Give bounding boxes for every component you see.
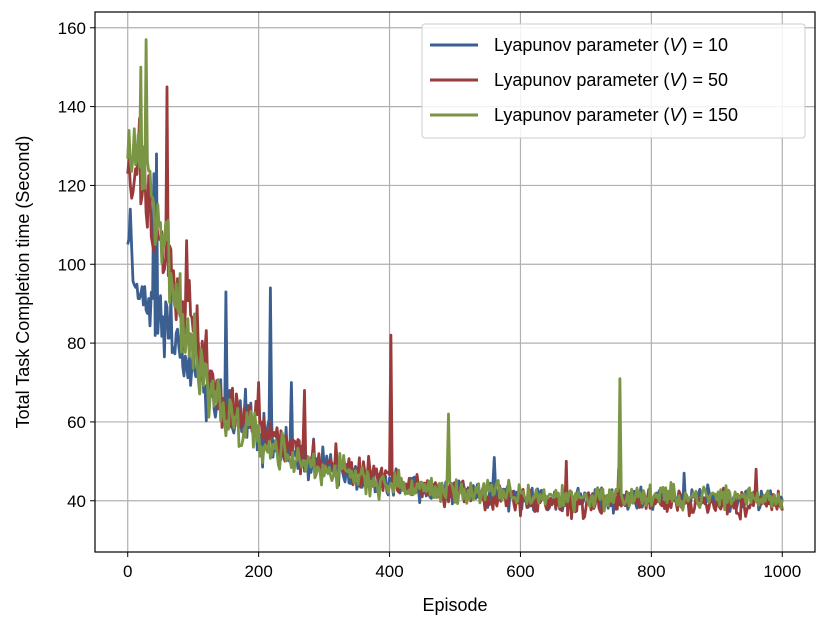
x-tick-label: 0: [123, 562, 132, 581]
x-tick-label: 200: [244, 562, 272, 581]
x-tick-label: 1000: [763, 562, 801, 581]
series-line-1: [126, 152, 784, 515]
y-tick-label: 160: [58, 19, 86, 38]
x-axis-ticks: 0 200 400 600 800 1000: [123, 552, 801, 581]
y-tick-label: 80: [67, 334, 86, 353]
legend: Lyapunov parameter (V) = 10 Lyapunov para…: [421, 23, 806, 139]
y-axis-label: Total Task Completion time (Second): [13, 136, 33, 429]
legend-label-1: Lyapunov parameter (V) = 10: [494, 35, 728, 55]
series-lines: [126, 38, 784, 521]
y-tick-label: 120: [58, 176, 86, 195]
x-tick-label: 600: [506, 562, 534, 581]
y-axis-ticks: 40 60 80 100 120 140 160: [58, 19, 95, 511]
y-tick-label: 60: [67, 413, 86, 432]
x-tick-label: 400: [375, 562, 403, 581]
plot-frame: [94, 11, 816, 553]
x-axis-label: Episode: [422, 595, 487, 615]
series-line-3: [126, 38, 784, 514]
y-tick-label: 100: [58, 255, 86, 274]
legend-box: [421, 23, 806, 139]
legend-label-3: Lyapunov parameter (V) = 150: [494, 105, 738, 125]
y-tick-label: 40: [67, 492, 86, 511]
legend-label-2: Lyapunov parameter (V) = 50: [494, 70, 728, 90]
y-tick-label: 140: [58, 98, 86, 117]
x-tick-label: 800: [637, 562, 665, 581]
